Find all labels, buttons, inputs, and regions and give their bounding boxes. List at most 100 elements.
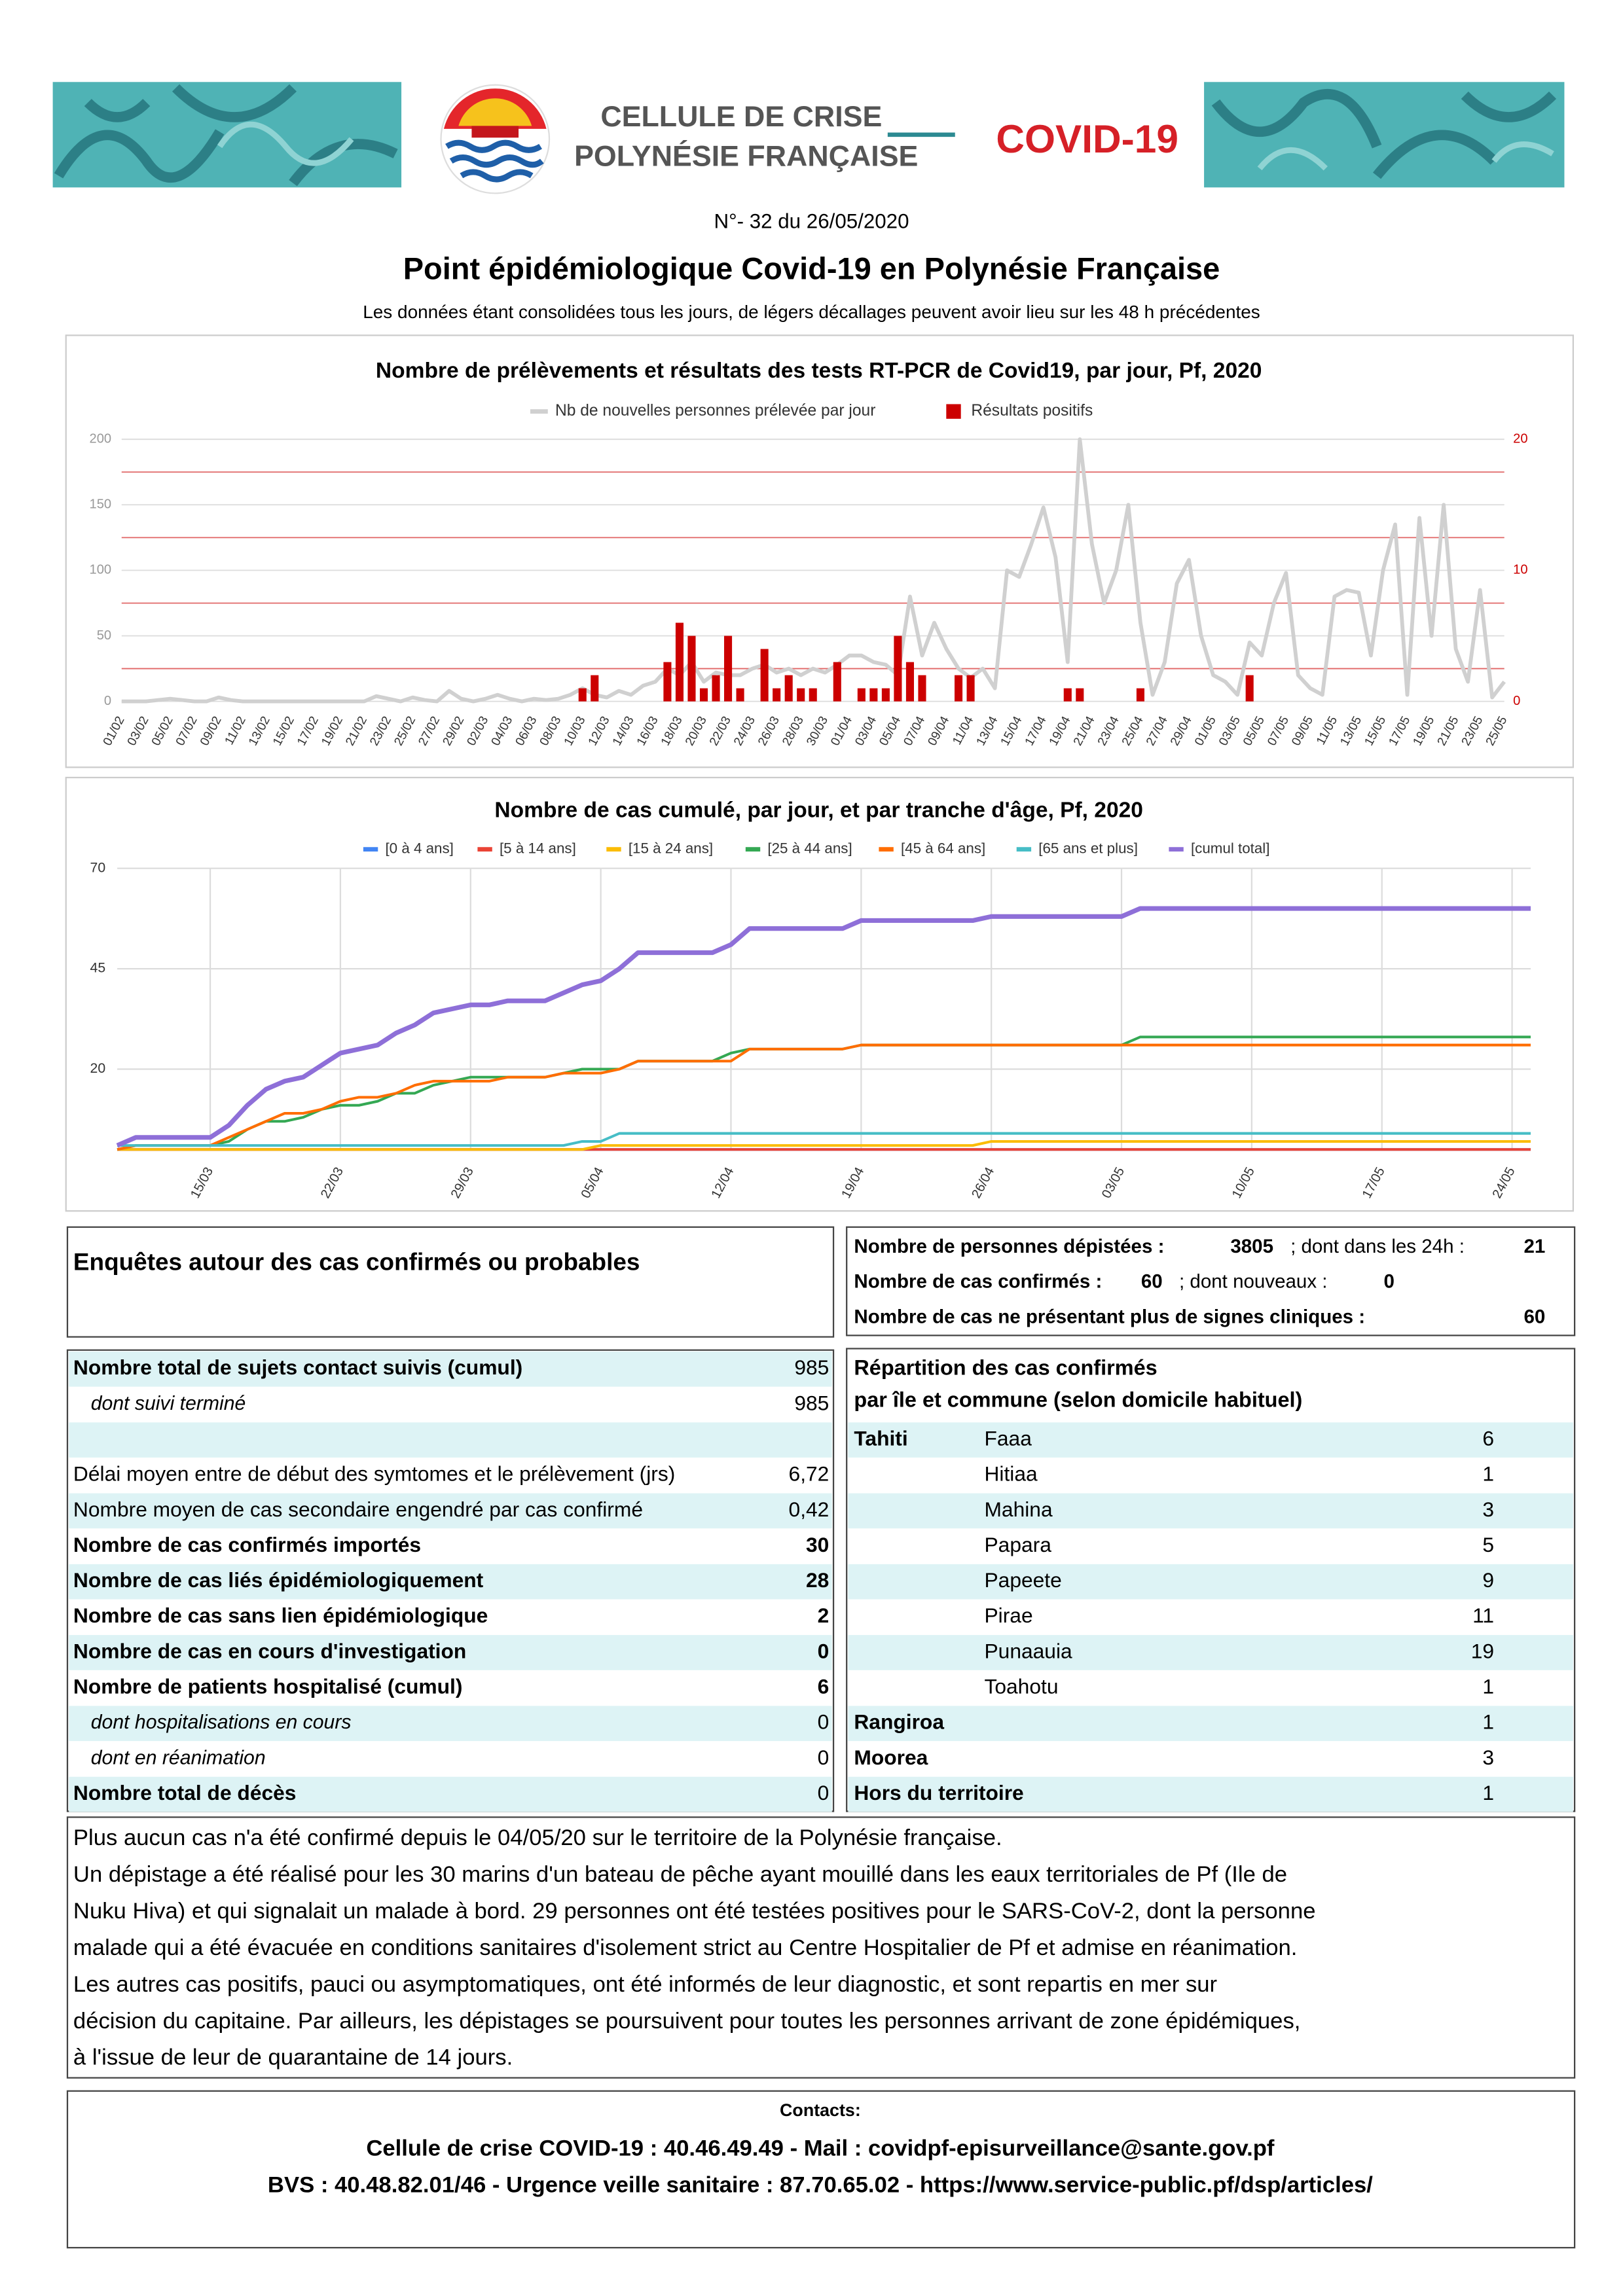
y-tick-label: 70 xyxy=(90,859,106,875)
count: 5 xyxy=(1482,1533,1494,1556)
summary-label: ; dont nouveaux : xyxy=(1179,1271,1327,1293)
bar xyxy=(797,688,805,702)
row-band xyxy=(848,1422,1573,1458)
row-label: Délai moyen entre de début des symtomes … xyxy=(73,1462,675,1486)
bar xyxy=(966,675,975,702)
island: Tahiti xyxy=(854,1426,907,1450)
bar xyxy=(663,662,672,702)
contacts-frame xyxy=(66,2090,1576,2249)
legend-swatch xyxy=(946,404,961,419)
commune: Hitiaa xyxy=(984,1462,1038,1486)
row-band xyxy=(69,1493,832,1529)
comment-line: Plus aucun cas n'a été confirmé depuis l… xyxy=(73,1825,1002,1850)
line xyxy=(121,437,1506,704)
row-label: Nombre de cas sans lien épidémiologique xyxy=(73,1604,488,1627)
y-tick-label: 50 xyxy=(97,628,111,643)
logo xyxy=(440,84,551,194)
row-band xyxy=(69,1706,832,1742)
comment-line: décision du capitaine. Par ailleurs, les… xyxy=(73,2009,1300,2034)
org-region: POLYNÉSIE FRANÇAISE xyxy=(574,139,918,172)
row-band xyxy=(848,1706,1573,1742)
summary-frame xyxy=(846,1226,1576,1336)
bar xyxy=(712,675,720,702)
commune: Papeete xyxy=(984,1568,1061,1592)
chart-title: Nombre de prélèvements et résultats des … xyxy=(376,359,1262,383)
chart-title: Nombre de cas cumulé, par jour, et par t… xyxy=(494,798,1143,822)
row-band xyxy=(848,1493,1573,1529)
row-value: 2 xyxy=(818,1604,830,1627)
legend-label: [65 ans et plus] xyxy=(1038,840,1138,857)
chart-frame xyxy=(65,776,1574,1212)
count: 11 xyxy=(1472,1604,1494,1627)
y-tick-label: 45 xyxy=(90,960,106,976)
summary-label: Nombre de personnes dépistées : xyxy=(854,1236,1164,1257)
comment-frame xyxy=(66,1816,1576,2079)
island: Rangiroa xyxy=(854,1710,944,1734)
bar xyxy=(724,636,733,702)
summary-label: Nombre de cas ne présentant plus de sign… xyxy=(854,1306,1365,1327)
summary-label: Nombre de cas confirmés : xyxy=(854,1271,1102,1293)
row-band xyxy=(69,1422,832,1458)
y-tick-label: 100 xyxy=(90,563,112,577)
bar xyxy=(809,688,817,702)
count: 6 xyxy=(1482,1426,1494,1450)
legend-label: [5 à 14 ans] xyxy=(500,840,576,857)
summary-value: 3805 xyxy=(1230,1236,1273,1257)
row-value: 985 xyxy=(794,1391,829,1414)
comment-line: à l'issue de leur de quarantaine de 14 j… xyxy=(73,2045,513,2070)
banner-left xyxy=(52,82,402,188)
summary-value: 21 xyxy=(1524,1236,1546,1257)
table-frame xyxy=(66,1226,835,1338)
comment-line: Nuku Hiva) et qui signalait un malade à … xyxy=(73,1899,1316,1924)
row-value: 0 xyxy=(818,1781,830,1804)
legend-label: [45 à 64 ans] xyxy=(901,840,985,857)
bar xyxy=(1076,688,1084,702)
comment-line: malade qui a été évacuée en conditions s… xyxy=(73,1935,1297,1960)
page-subtitle: Les données étant consolidées tous les j… xyxy=(363,302,1260,322)
count: 1 xyxy=(1482,1462,1494,1486)
commune: Faaa xyxy=(984,1426,1032,1450)
row-label: dont hospitalisations en cours xyxy=(91,1712,352,1733)
row-label: Nombre de cas confirmés importés xyxy=(73,1533,421,1556)
bar xyxy=(773,688,781,702)
y-tick-label: 200 xyxy=(90,431,112,446)
count: 19 xyxy=(1471,1639,1494,1662)
row-value: 6,72 xyxy=(789,1462,830,1486)
summary-value: 0 xyxy=(1384,1271,1395,1293)
row-label: Nombre total de décès xyxy=(73,1781,297,1804)
row-value: 985 xyxy=(794,1355,829,1379)
contacts-line: BVS : 40.48.82.01/46 - Urgence veille sa… xyxy=(268,2172,1373,2197)
bar xyxy=(1136,688,1144,702)
bar xyxy=(857,688,866,702)
bar xyxy=(955,675,963,702)
island: Hors du territoire xyxy=(854,1781,1023,1804)
row-label: dont suivi terminé xyxy=(91,1393,246,1414)
legend-label: [15 à 24 ans] xyxy=(629,840,713,857)
line xyxy=(116,906,1531,1148)
row-label: dont en réanimation xyxy=(91,1747,266,1768)
row-label: Nombre total de sujets contact suivis (c… xyxy=(73,1355,522,1379)
comment-line: Un dépistage a été réalisé pour les 30 m… xyxy=(73,1862,1287,1887)
line xyxy=(117,1043,1531,1151)
y2-tick-label: 10 xyxy=(1513,563,1527,577)
legend-label: [0 à 4 ans] xyxy=(385,840,453,857)
table-title: par île et commune (selon domicile habit… xyxy=(854,1388,1302,1412)
legend-label: [25 à 44 ans] xyxy=(767,840,852,857)
bar xyxy=(894,636,902,702)
row-value: 28 xyxy=(806,1568,829,1592)
contacts-label: Contacts: xyxy=(780,2100,861,2120)
bar xyxy=(881,688,890,702)
row-band xyxy=(848,1635,1573,1670)
commune: Pirae xyxy=(984,1604,1032,1627)
banner-right xyxy=(1204,82,1565,188)
bar xyxy=(675,622,684,702)
summary-label: ; dont dans les 24h : xyxy=(1290,1236,1465,1257)
row-band xyxy=(69,1776,832,1812)
bar xyxy=(760,649,769,702)
line xyxy=(117,1132,1531,1147)
commune: Mahina xyxy=(984,1498,1052,1521)
bar xyxy=(905,662,914,702)
table-title: Répartition des cas confirmés xyxy=(854,1355,1157,1379)
row-label: Nombre de cas en cours d'investigation xyxy=(73,1639,466,1662)
